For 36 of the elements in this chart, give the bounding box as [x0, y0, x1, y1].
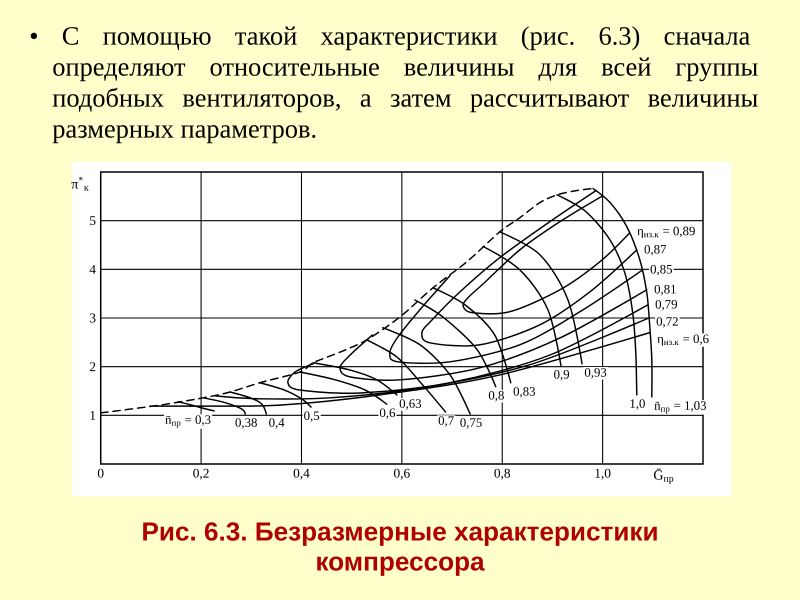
series-label: 0,9	[554, 370, 570, 381]
series-label: 1,0	[630, 399, 645, 410]
y-tick-label: 3	[90, 314, 96, 322]
series-label: 0,81	[654, 284, 676, 296]
x-tick-label: 1,0	[595, 468, 610, 480]
series-label: n̄$_{пр}$ = 1,03	[654, 401, 706, 414]
series-label: 0,93	[584, 368, 606, 379]
series-label: 0,72	[656, 317, 678, 328]
text: Рис. 6.3. Безразмерные характеристики компрессора	[143, 522, 657, 576]
x-axis-title: Ḡ$_{пр}$	[654, 468, 674, 484]
series-label: η$_{из.к}$ = 0,6	[657, 334, 709, 346]
series-label: 0,6	[380, 408, 396, 419]
series-label: 0,75	[460, 418, 482, 429]
y-axis-title: π$^{*}$к	[71, 176, 89, 191]
x-tick-label: 0	[98, 468, 104, 478]
series-label: 0,38	[235, 418, 257, 429]
series-label: 0,8	[488, 390, 504, 402]
y-tick-label: 5	[90, 216, 96, 226]
series-label: η$_{из.к}$ = 0,89	[637, 226, 695, 238]
series-label: 0,5	[304, 411, 320, 422]
x-tick-label: 0,4	[294, 468, 310, 480]
y-tick-label: 1	[90, 410, 96, 420]
series-label: 0,4	[269, 418, 284, 429]
y-tick-label: 4	[90, 264, 96, 274]
x-tick-label: 0,8	[494, 468, 510, 480]
x-tick-label: 0,6	[394, 468, 410, 480]
y-tick-label: 2	[90, 362, 96, 372]
series-label: 0,7	[438, 416, 454, 427]
series-label: 0,85	[650, 264, 672, 276]
text: • С помощью такой характеристики (рис. 6.3) сначала определяют относительные величины для всей группы подобных вентиляторов, а затем рассчитывают величины размерных параметров.	[30, 26, 758, 144]
series-label: 0,79	[656, 300, 678, 310]
series-label: 0,83	[514, 387, 535, 398]
x-tick-label: 0,2	[193, 468, 209, 480]
series-label: 0,63	[400, 399, 422, 410]
series-label: n̄$_{пр}$ = 0,3	[165, 415, 211, 428]
series-label: 0,87	[644, 244, 666, 256]
